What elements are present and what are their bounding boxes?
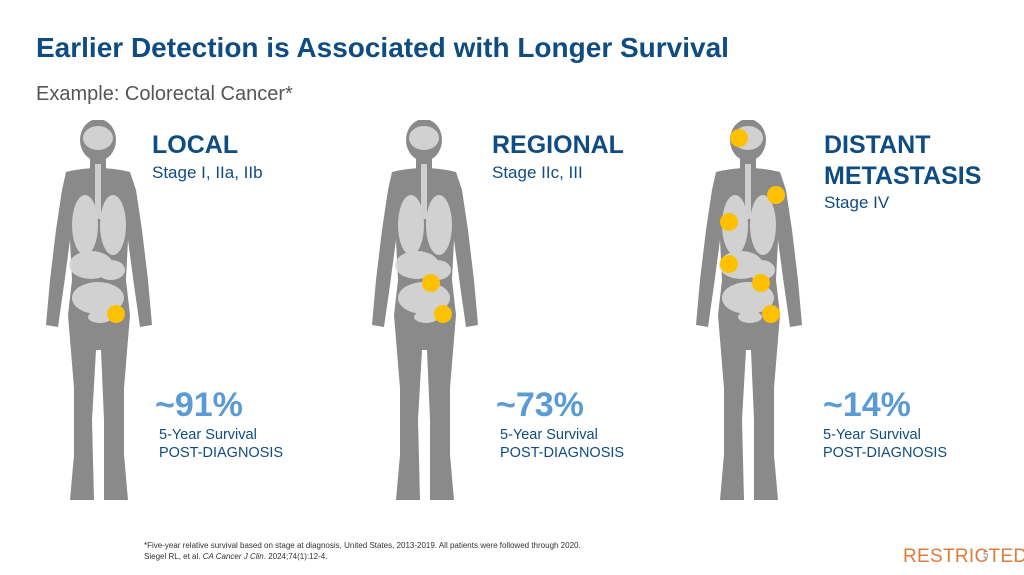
survival-label-regional: 5-Year Survival POST-DIAGNOSIS [500,426,624,462]
body-figure-distant [686,120,811,505]
tumor-marker [752,274,770,292]
slide-subtitle: Example: Colorectal Cancer* [36,83,293,105]
survival-percent-distant: ~14% [823,386,911,424]
footnote-citation: Siegel RL, et al. CA Cancer J Clin. 2024… [144,551,581,562]
survival-line1: 5-Year Survival [823,427,921,443]
tumor-marker [762,305,780,323]
tumor-marker [422,274,440,292]
tumor-marker [720,255,738,273]
page-number: 5 [983,550,989,561]
citation-authors: Siegel RL, et al. [144,552,203,561]
survival-line1: 5-Year Survival [159,427,257,443]
tumor-marker [720,213,738,231]
stage-name-distant: DISTANT METASTASIS [824,130,981,192]
body-figure-regional [362,120,487,505]
body-figure-local [36,120,161,505]
stage-detail-regional: Stage IIc, III [492,163,583,182]
tumor-marker [107,305,125,323]
survival-line2: POST-DIAGNOSIS [823,445,948,461]
tumor-marker [730,129,748,147]
citation-details: . 2024;74(1):12-4. [263,552,328,561]
footnote: *Five-year relative survival based on st… [144,540,581,562]
restricted-label: RESTRICTED [903,546,1024,567]
tumor-marker [434,305,452,323]
survival-percent-local: ~91% [155,386,243,424]
survival-percent-regional: ~73% [496,386,584,424]
survival-line2: POST-DIAGNOSIS [159,445,284,461]
tumor-marker [767,186,785,204]
stage-name-line1: DISTANT [824,131,931,159]
survival-label-local: 5-Year Survival POST-DIAGNOSIS [159,426,283,462]
stage-name-local: LOCAL [152,131,239,159]
stage-detail-local: Stage I, IIa, IIb [152,163,263,182]
survival-line1: 5-Year Survival [500,427,598,443]
stage-name-line2: METASTASIS [824,162,982,190]
stage-detail-distant: Stage IV [824,193,890,212]
stage-name-regional: REGIONAL [492,131,624,159]
footnote-line1: *Five-year relative survival based on st… [144,541,581,550]
survival-label-distant: 5-Year Survival POST-DIAGNOSIS [823,426,947,462]
slide-title: Earlier Detection is Associated with Lon… [36,32,729,63]
survival-line2: POST-DIAGNOSIS [500,445,625,461]
citation-journal: CA Cancer J Clin [202,552,264,561]
